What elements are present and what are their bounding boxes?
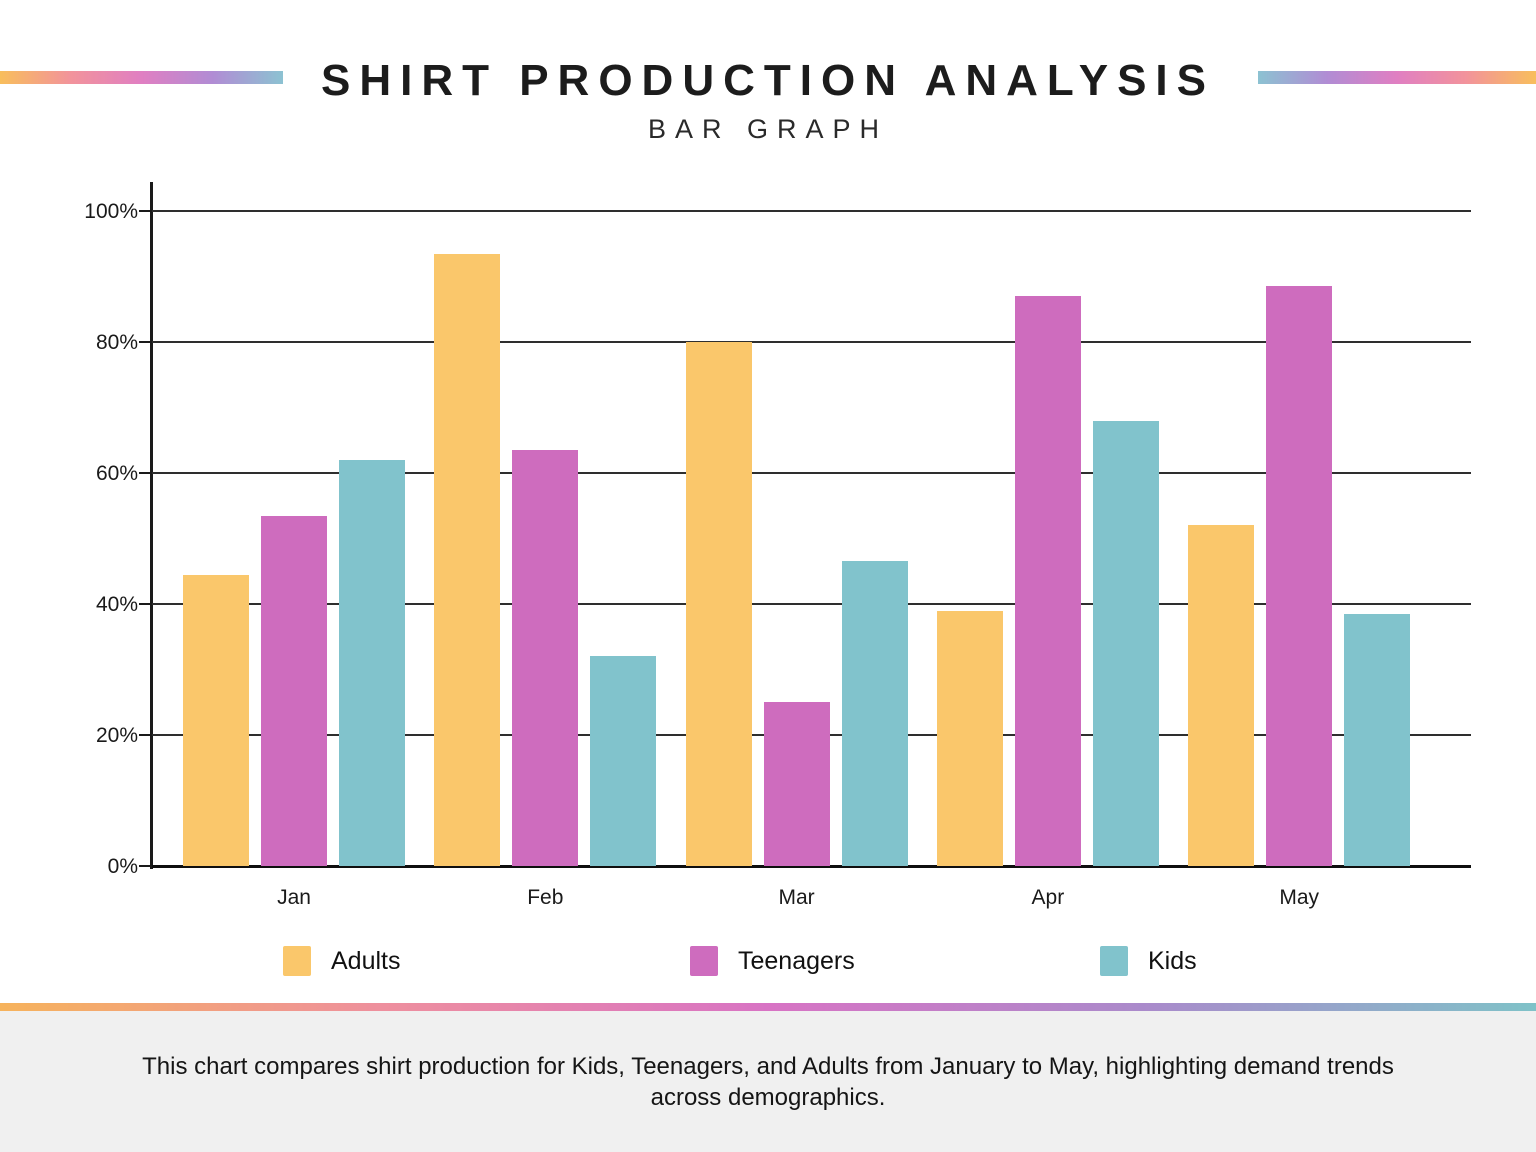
y-tick-label-40%: 40%: [95, 593, 138, 616]
y-tick-mark-0%: [139, 865, 152, 867]
bar-teenagers-jan: [261, 515, 327, 866]
bar-adults-may: [1188, 525, 1255, 866]
bar-teenagers-mar: [763, 702, 830, 866]
x-axis-label-may: May: [1279, 886, 1320, 909]
y-axis-line: [150, 182, 153, 869]
x-axis-label-jan: Jan: [277, 886, 311, 909]
bar-adults-mar: [685, 342, 752, 866]
legend-label-teenagers: Teenagers: [738, 946, 855, 975]
bar-adults-jan: [183, 574, 249, 866]
gridline-60%: [152, 472, 1471, 474]
bar-kids-feb: [590, 656, 657, 866]
bar-kids-apr: [1092, 420, 1159, 866]
y-tick-mark-100%: [139, 210, 152, 212]
legend-swatch-teenagers: [690, 946, 718, 976]
page-subtitle: BAR GRAPH: [647, 114, 889, 144]
legend-item-kids: Kids: [1100, 946, 1197, 976]
header-gradient-left: [0, 71, 283, 84]
legend-swatch-kids: [1100, 946, 1128, 976]
bar-kids-mar: [841, 561, 908, 866]
x-axis-label-mar: Mar: [778, 886, 815, 909]
legend-swatch-adults: [283, 946, 311, 976]
y-tick-mark-60%: [139, 472, 152, 474]
y-tick-mark-20%: [139, 734, 152, 736]
bar-kids-jan: [339, 459, 405, 866]
y-tick-label-60%: 60%: [95, 462, 138, 485]
y-tick-label-100%: 100%: [84, 200, 138, 223]
legend-item-adults: Adults: [283, 946, 400, 976]
bar-kids-may: [1344, 613, 1411, 866]
legend-label-adults: Adults: [331, 946, 401, 975]
bar-teenagers-may: [1266, 286, 1333, 866]
gridline-100%: [152, 210, 1471, 212]
bar-teenagers-feb: [512, 450, 579, 866]
legend-item-teenagers: Teenagers: [690, 946, 855, 976]
gridline-0%: [152, 865, 1471, 868]
footer-description: This chart compares shirt production for…: [142, 1053, 1394, 1111]
y-tick-mark-40%: [139, 603, 152, 605]
bar-adults-apr: [936, 610, 1003, 866]
y-tick-label-0%: 0%: [107, 855, 138, 878]
x-axis-label-apr: Apr: [1031, 886, 1065, 909]
page-title: SHIRT PRODUCTION ANALYSIS: [320, 56, 1216, 105]
legend-label-kids: Kids: [1148, 946, 1197, 975]
y-tick-mark-80%: [139, 341, 152, 343]
bar-teenagers-apr: [1014, 296, 1081, 866]
x-axis-label-feb: Feb: [527, 886, 564, 909]
y-tick-label-20%: 20%: [95, 724, 138, 747]
y-tick-label-80%: 80%: [95, 331, 138, 354]
footer: This chart compares shirt production for…: [0, 1011, 1536, 1152]
footer-separator-gradient: [0, 1003, 1536, 1011]
header-gradient-right: [1258, 71, 1536, 84]
gridline-40%: [152, 603, 1471, 605]
bar-adults-feb: [434, 253, 501, 866]
gridline-80%: [152, 341, 1471, 343]
